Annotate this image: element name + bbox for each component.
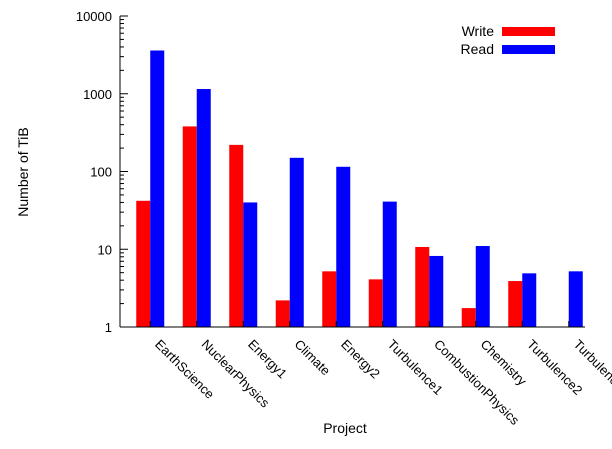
bar-write-turbulence2 xyxy=(508,281,523,327)
y-tick-label: 10 xyxy=(98,242,112,257)
bars-layer xyxy=(136,50,583,328)
legend-swatch-write xyxy=(502,27,555,36)
bar-write-chemistry xyxy=(461,308,476,327)
bar-read-turbulence2 xyxy=(522,273,537,327)
bar-read-combustionphysics xyxy=(429,255,444,327)
bar-write-nuclearphysics xyxy=(182,126,197,328)
bar-write-energy2 xyxy=(322,271,337,327)
bar-read-climate xyxy=(289,157,304,327)
bar-read-turbulence1 xyxy=(382,201,397,327)
x-axis-title: Project xyxy=(323,420,367,436)
bar-read-nuclearphysics xyxy=(196,89,211,327)
y-tick-label: 1000 xyxy=(83,87,112,102)
x-tick-label: Climate xyxy=(292,337,334,379)
bar-write-earthscience xyxy=(136,200,151,327)
bar-write-energy1 xyxy=(229,144,244,327)
legend-label-read: Read xyxy=(461,41,494,57)
x-tick-label: Energy1 xyxy=(245,337,290,382)
bar-write-climate xyxy=(275,300,290,327)
bar-read-earthscience xyxy=(150,50,165,327)
y-tick-label: 1 xyxy=(105,320,112,335)
bar-write-combustionphysics xyxy=(415,246,430,327)
bar-read-chemistry xyxy=(475,246,490,327)
x-tick-label: Energy2 xyxy=(338,337,383,382)
bar-write-turbulence1 xyxy=(368,279,383,327)
y-ticks: 1 10 100 1000 10000 xyxy=(76,9,128,335)
y-tick-label: 100 xyxy=(90,165,112,180)
bar-read-energy2 xyxy=(336,166,351,327)
y-tick-label: 10000 xyxy=(76,9,112,24)
x-tick-label: CombustionPhysics xyxy=(431,337,523,429)
bar-read-energy1 xyxy=(243,202,258,327)
legend: Write Read xyxy=(461,23,555,57)
y-axis-title: Number of TiB xyxy=(15,127,31,216)
legend-swatch-read xyxy=(502,45,555,54)
legend-label-write: Write xyxy=(462,23,495,39)
bar-read-turbulence3 xyxy=(568,271,583,327)
